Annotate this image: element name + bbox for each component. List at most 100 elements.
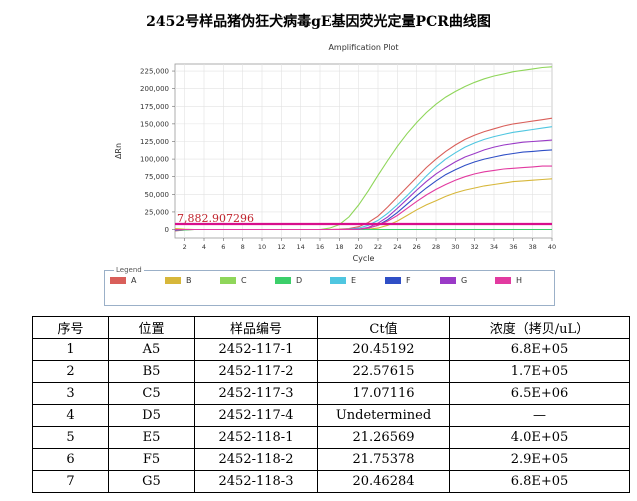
legend-swatch <box>275 277 291 284</box>
table-header-row: 序号 位置 样品编号 Ct值 浓度（拷贝/uL） <box>32 316 630 339</box>
cell-sample-id: 2452-118-1 <box>194 426 318 449</box>
threshold-label: 7,882.907296 <box>177 212 254 225</box>
legend-item: A <box>110 276 159 285</box>
series-line-h <box>175 165 552 231</box>
y-tick-label: 150,000 <box>140 120 169 128</box>
x-tick-label: 16 <box>316 243 324 251</box>
cell-index: 3 <box>32 382 109 405</box>
x-tick-label: 26 <box>413 243 421 251</box>
cell-concentration: 2.9E+05 <box>449 448 630 471</box>
legend-swatch <box>110 277 126 284</box>
header-index: 序号 <box>32 316 109 339</box>
header-position: 位置 <box>108 316 195 339</box>
legend-item: H <box>495 276 544 285</box>
x-tick-label: 36 <box>509 243 517 251</box>
legend-label: D <box>296 276 303 285</box>
legend-swatch <box>385 277 401 284</box>
y-tick-label: 100,000 <box>140 156 169 164</box>
cell-sample-id: 2452-117-4 <box>194 404 318 427</box>
legend-item: E <box>330 276 379 285</box>
legend-swatch <box>220 277 236 284</box>
legend-label: A <box>131 276 137 285</box>
chart-title: Amplification Plot <box>328 43 398 52</box>
cell-ct-value: 20.46284 <box>317 470 450 493</box>
cell-index: 4 <box>32 404 109 427</box>
x-tick-label: 6 <box>221 243 225 251</box>
cell-concentration: 6.8E+05 <box>449 470 630 493</box>
cell-position: E5 <box>108 426 195 449</box>
legend-title: Legend <box>114 266 144 274</box>
x-tick-label: 34 <box>490 243 498 251</box>
y-tick-label: 175,000 <box>140 103 169 111</box>
y-tick-label: 75,000 <box>145 173 170 181</box>
legend-swatch <box>165 277 181 284</box>
x-tick-label: 18 <box>335 243 343 251</box>
x-tick-label: 32 <box>471 243 479 251</box>
legend-label: B <box>186 276 192 285</box>
amplification-plot: 0 25,000 50,000 75,000 100,000 125,000 150,000… <box>114 43 556 263</box>
legend-label: C <box>241 276 247 285</box>
table-row: 6 F5 2452-118-2 21.75378 2.9E+05 <box>32 448 630 471</box>
x-tick-label: 28 <box>432 243 440 251</box>
y-tick-label: 225,000 <box>140 68 169 76</box>
x-tick-label: 30 <box>451 243 459 251</box>
legend-label: F <box>406 276 411 285</box>
x-tick-label: 38 <box>529 243 537 251</box>
cell-ct-value: 20.45192 <box>317 338 450 361</box>
x-tick-label: 20 <box>355 243 363 251</box>
cell-concentration: 6.5E+06 <box>449 382 630 405</box>
cell-concentration: 6.8E+05 <box>449 338 630 361</box>
x-tick-label: 10 <box>258 243 266 251</box>
legend-label: H <box>516 276 523 285</box>
legend-item: F <box>385 276 434 285</box>
table-row: 4 D5 2452-117-4 Undetermined — <box>32 404 630 427</box>
cell-sample-id: 2452-118-3 <box>194 470 318 493</box>
legend-swatch <box>495 277 511 284</box>
table-row: 1 A5 2452-117-1 20.45192 6.8E+05 <box>32 338 630 361</box>
cell-sample-id: 2452-118-2 <box>194 448 318 471</box>
cell-index: 2 <box>32 360 109 383</box>
y-tick-label: 25,000 <box>145 208 170 216</box>
legend: Legend A B C D E F G H <box>104 266 555 306</box>
table-row: 2 B5 2452-117-2 22.57615 1.7E+05 <box>32 360 630 383</box>
y-tick-label: 125,000 <box>140 138 169 146</box>
x-tick-label: 4 <box>202 243 206 251</box>
cell-position: C5 <box>108 382 195 405</box>
cell-ct-value: 21.26569 <box>317 426 450 449</box>
y-tick-label: 0 <box>165 226 169 234</box>
table-row: 3 C5 2452-117-3 17.07116 6.5E+06 <box>32 382 630 405</box>
cell-index: 5 <box>32 426 109 449</box>
y-axis-label: ΔRn <box>114 143 123 159</box>
cell-sample-id: 2452-117-3 <box>194 382 318 405</box>
cell-ct-value: 17.07116 <box>317 382 450 405</box>
x-tick-label: 22 <box>374 243 382 251</box>
document-title: 2452号样品猪伪狂犬病毒gE基因荧光定量PCR曲线图 <box>146 14 491 30</box>
x-tick-label: 12 <box>277 243 285 251</box>
cell-position: F5 <box>108 448 195 471</box>
header-ct-value: Ct值 <box>317 316 450 339</box>
cell-ct-value: Undetermined <box>317 404 450 427</box>
x-axis-label: Cycle <box>353 254 375 263</box>
cell-position: G5 <box>108 470 195 493</box>
legend-swatch <box>440 277 456 284</box>
legend-swatch <box>330 277 346 284</box>
cell-index: 6 <box>32 448 109 471</box>
results-table: 序号 位置 样品编号 Ct值 浓度（拷贝/uL） 1 A5 2452-117-1 20… <box>32 316 630 493</box>
table-row: 7 G5 2452-118-3 20.46284 6.8E+05 <box>32 470 630 493</box>
y-tick-label: 200,000 <box>140 85 169 93</box>
cell-position: A5 <box>108 338 195 361</box>
cell-index: 7 <box>32 470 109 493</box>
cell-concentration: — <box>449 404 630 427</box>
cell-sample-id: 2452-117-2 <box>194 360 318 383</box>
cell-position: B5 <box>108 360 195 383</box>
x-tick-label: 24 <box>393 243 401 251</box>
header-sample-id: 样品编号 <box>194 316 318 339</box>
table-row: 5 E5 2452-118-1 21.26569 4.0E+05 <box>32 426 630 449</box>
legend-item: B <box>165 276 214 285</box>
legend-label: G <box>461 276 468 285</box>
table-body: 1 A5 2452-117-1 20.45192 6.8E+05 2 B5 2452-117-… <box>32 338 630 493</box>
header-concentration: 浓度（拷贝/uL） <box>449 316 630 339</box>
legend-label: E <box>351 276 357 285</box>
x-tick-label: 40 <box>548 243 556 251</box>
cell-ct-value: 22.57615 <box>317 360 450 383</box>
